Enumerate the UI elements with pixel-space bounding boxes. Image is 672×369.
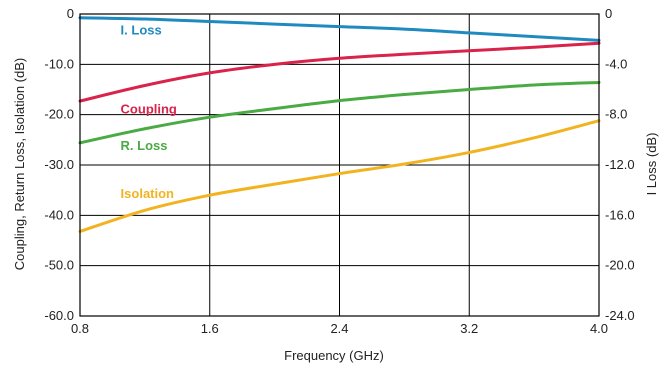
y-left-tick-label: -60.0 — [44, 308, 74, 323]
x-tick-label: 1.6 — [201, 321, 219, 336]
x-tick-label: 2.4 — [330, 321, 348, 336]
y-right-tick-label: -8.0 — [605, 107, 627, 122]
y-axis-label-left: Coupling, Return Loss, Isolation (dB) — [12, 58, 27, 270]
y-left-tick-label: -20.0 — [44, 107, 74, 122]
y-right-tick-label: -24.0 — [605, 308, 635, 323]
y-axis-label-right: I Loss (dB) — [644, 133, 659, 196]
series-lines — [78, 16, 601, 233]
x-tick-label: 0.8 — [71, 321, 89, 336]
y-right-tick-label: 0 — [605, 6, 612, 21]
y-left-tick-label: -50.0 — [44, 258, 74, 273]
series-line-i-loss — [78, 16, 601, 42]
series-line-isolation — [78, 119, 601, 233]
y-right-tick-label: -20.0 — [605, 258, 635, 273]
plot-frame — [79, 13, 600, 317]
series-label-coupling: Coupling — [121, 101, 177, 116]
x-tick-label: 4.0 — [590, 321, 608, 336]
series-label-r-loss: R. Loss — [121, 138, 168, 153]
x-tick-label: 3.2 — [460, 321, 478, 336]
series-line-r-loss — [78, 80, 601, 145]
y-right-tick-label: -16.0 — [605, 207, 635, 222]
series-line-coupling — [78, 41, 601, 103]
y-right-tick-label: -4.0 — [605, 56, 627, 71]
y-right-tick-label: -12.0 — [605, 157, 635, 172]
x-axis-label: Frequency (GHz) — [284, 348, 384, 363]
series-labels: I. Loss Coupling R. Loss Isolation — [121, 23, 177, 202]
grid — [80, 14, 599, 316]
y-left-tick-label: 0 — [67, 6, 74, 21]
tick-labels: 0.8 1.6 2.4 3.2 4.0 0 -10.0 -20.0 -30.0 -40.0 -50.… — [44, 6, 634, 336]
y-left-tick-label: -10.0 — [44, 56, 74, 71]
series-label-isolation: Isolation — [121, 186, 175, 201]
y-left-tick-label: -30.0 — [44, 157, 74, 172]
series-label-i-loss: I. Loss — [121, 23, 162, 38]
y-left-tick-label: -40.0 — [44, 207, 74, 222]
